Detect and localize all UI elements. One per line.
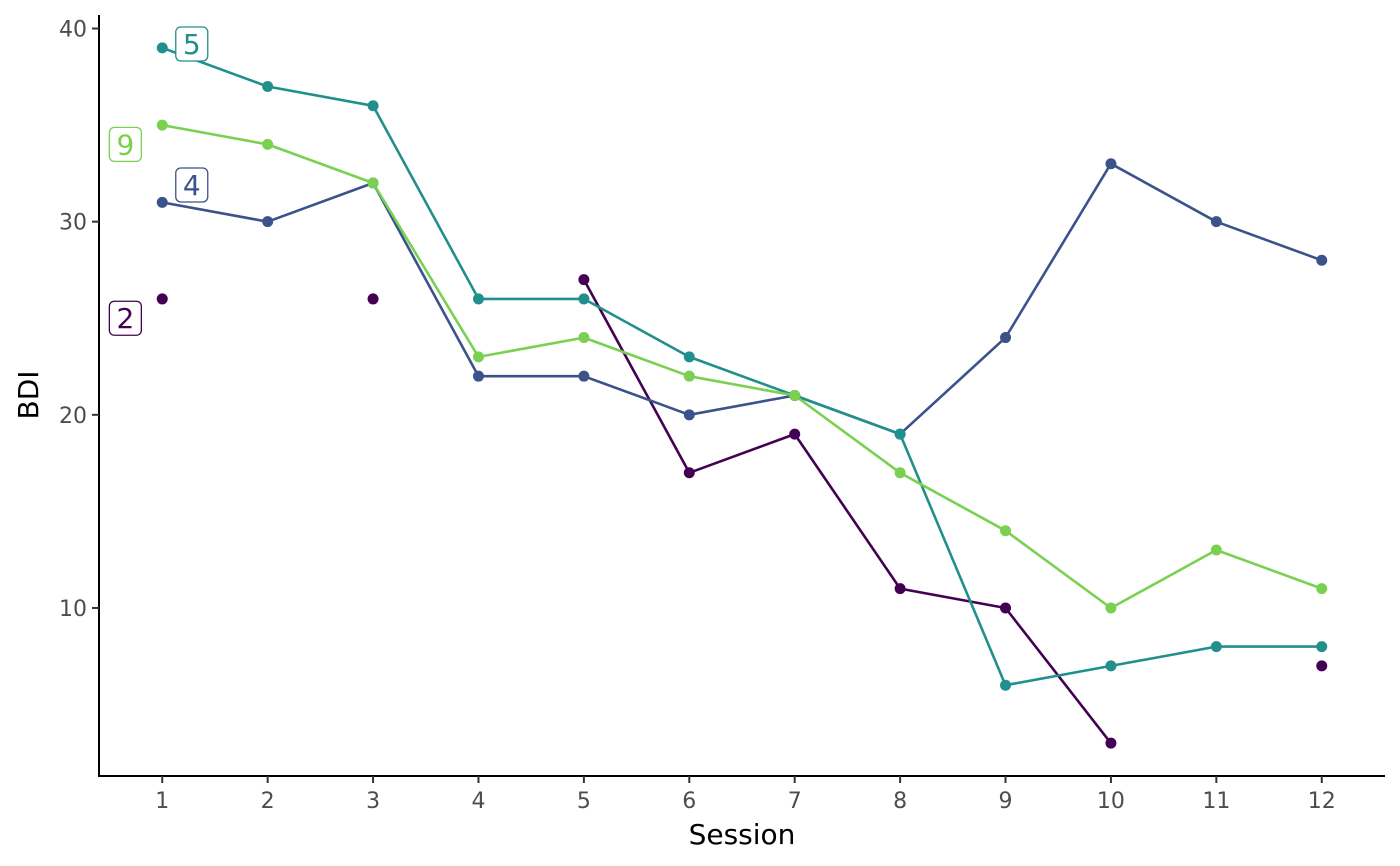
data-point-9: [367, 177, 379, 189]
series-label-text: 5: [183, 28, 201, 61]
data-point-9: [1000, 525, 1012, 537]
data-point-2: [1105, 737, 1117, 749]
x-tick-label: 9: [999, 789, 1013, 814]
data-point-4: [1210, 216, 1222, 228]
data-point-9: [1316, 583, 1328, 595]
data-point-5: [472, 293, 484, 305]
series-line-2: [582, 278, 1112, 744]
series-label-box: [175, 26, 209, 62]
data-point-9: [1210, 544, 1222, 556]
data-point-4: [1316, 254, 1328, 266]
x-axis-ticks: 1 2 3 4 5 6 7 8 9 10 11 12: [155, 776, 1336, 814]
data-point-9: [683, 370, 695, 382]
data-point-5: [894, 428, 906, 440]
series-label-4: 4: [175, 167, 209, 203]
data-point-2: [578, 274, 590, 286]
series-line-5: [161, 46, 1322, 687]
series-line-9: [161, 123, 1323, 610]
x-tick-label: 2: [261, 789, 275, 814]
data-point-4: [156, 196, 168, 208]
series-label-box: [108, 300, 143, 336]
data-point-2: [367, 293, 379, 305]
data-point-4: [578, 370, 590, 382]
data-point-2: [156, 293, 168, 305]
series-label-box: [108, 126, 143, 163]
data-point-4: [1000, 332, 1012, 344]
data-point-5: [262, 80, 274, 92]
data-point-4: [1105, 158, 1117, 170]
x-tick-label: 10: [1097, 789, 1125, 814]
series-line-4: [161, 162, 1323, 436]
x-tick-label: 5: [577, 789, 591, 814]
series-label-text: 2: [116, 302, 134, 335]
series-label-9: 9: [108, 126, 143, 163]
data-point-9: [262, 138, 274, 150]
data-point-5: [578, 293, 590, 305]
data-point-9: [472, 351, 484, 363]
data-point-9: [894, 467, 906, 479]
x-tick-label: 4: [471, 789, 485, 814]
y-axis-ticks: 10 20 30 40: [59, 18, 99, 622]
series-label-2: 2: [108, 300, 143, 336]
y-tick-label: 40: [59, 18, 87, 43]
y-axis-title: BDI: [12, 370, 45, 419]
x-axis-title: Session: [689, 818, 796, 851]
data-point-9: [156, 119, 168, 131]
x-tick-label: 3: [366, 789, 380, 814]
x-tick-label: 12: [1308, 789, 1336, 814]
series-label-5: 5: [175, 26, 209, 62]
data-point-5: [1000, 679, 1012, 691]
data-point-2: [1000, 602, 1012, 614]
data-point-2: [683, 467, 695, 479]
data-point-9: [1105, 602, 1117, 614]
data-point-5: [367, 100, 379, 112]
data-point-5: [1105, 660, 1117, 672]
x-tick-label: 1: [155, 789, 169, 814]
series-label-text: 9: [116, 128, 134, 161]
data-point-4: [262, 216, 274, 228]
x-tick-label: 8: [893, 789, 907, 814]
y-tick-label: 20: [59, 404, 87, 429]
x-tick-label: 11: [1202, 789, 1230, 814]
series-label-text: 4: [183, 169, 201, 202]
data-point-2: [1316, 660, 1328, 672]
data-point-5: [1316, 641, 1328, 653]
data-point-2: [789, 428, 801, 440]
data-point-4: [683, 409, 695, 421]
data-point-2: [894, 583, 906, 595]
data-point-9: [578, 332, 590, 344]
series-labels: 2 4 5 9: [108, 26, 209, 336]
series-points: [156, 42, 1328, 749]
data-point-5: [156, 42, 168, 54]
data-point-4: [472, 370, 484, 382]
y-tick-label: 30: [59, 211, 87, 236]
series-label-box: [175, 167, 209, 203]
series-lines: [161, 46, 1323, 744]
plot-area: 2 4 5 9: [108, 26, 1328, 749]
data-point-9: [789, 390, 801, 401]
data-point-5: [683, 351, 695, 363]
x-tick-label: 7: [788, 789, 802, 814]
y-tick-label: 10: [59, 597, 87, 622]
x-tick-label: 6: [682, 789, 696, 814]
data-point-5: [1210, 641, 1222, 653]
